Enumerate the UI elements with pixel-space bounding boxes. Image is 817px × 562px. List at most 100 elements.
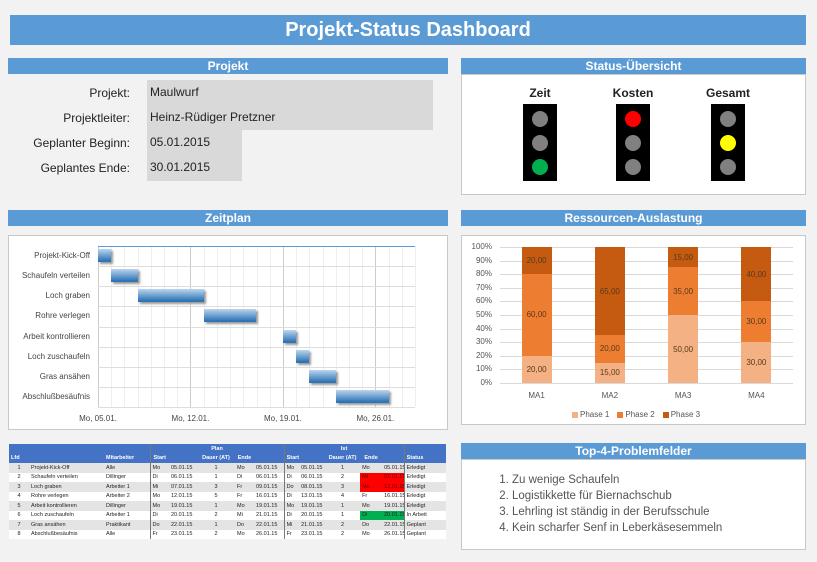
table-row: 5 Arbeit kontrollieren Dillinger Mo 19.01.15… <box>9 501 447 511</box>
table-cell: Di <box>360 510 383 520</box>
y-tick-label: 20% <box>475 350 492 360</box>
traffic-light-gesamt <box>711 104 745 181</box>
probleme-panel <box>461 459 806 550</box>
table-cell: 1 <box>214 474 218 481</box>
y-tick-label: 10% <box>475 364 492 374</box>
problem-item: Logistikkette für Biernachschub <box>512 488 722 504</box>
table-cell: Do <box>149 520 169 530</box>
y-tick-label: 100% <box>471 242 492 251</box>
red-lamp-icon <box>625 111 641 127</box>
table-cell: Mo <box>237 502 245 509</box>
table-cell: Erledigt <box>403 501 447 511</box>
table-cell: 05.01.15 <box>256 464 278 471</box>
table-cell: Do <box>283 482 300 492</box>
table-cell: Fr <box>283 529 300 539</box>
problem-item: Zu wenige Schaufeln <box>512 472 722 488</box>
data-label: 50,00 <box>673 344 694 354</box>
ressourcen-header: Ressourcen-Auslastung <box>461 210 806 226</box>
table-cell: 1 <box>214 521 218 528</box>
legend-label: Phase 2 <box>625 410 655 419</box>
table-cell: 12.01.15 <box>382 482 405 492</box>
task-label: Gras ansähen <box>39 371 90 381</box>
column-header <box>29 453 104 463</box>
table-cell: 07.01.15 <box>171 483 193 490</box>
x-tick-label: MA2 <box>601 391 619 400</box>
zeit-label: Zeit <box>529 86 551 100</box>
data-label: 20,00 <box>526 256 547 266</box>
bar-segment: 20,00 <box>521 247 552 275</box>
zeitplan-header: Zeitplan <box>8 210 448 226</box>
table-cell: Arbeiter 1 <box>106 483 130 490</box>
table-cell: 19.01.15 <box>171 502 193 509</box>
plan-group: Plan <box>149 444 285 454</box>
table-cell: Fr <box>237 493 243 500</box>
table-cell: 06.01.15 <box>301 474 323 481</box>
task-label: Schaufeln verteilen <box>21 271 90 281</box>
column-header: Start <box>149 453 169 463</box>
table-cell: 20.01.15 <box>301 512 323 519</box>
gridline <box>500 274 793 276</box>
y-tick-label: 70% <box>475 282 492 292</box>
table-cell: Arbeiter 2 <box>106 493 130 500</box>
table-cell: Do <box>237 521 245 528</box>
table-cell: 2 <box>214 512 218 519</box>
beginn-value: 05.01.2015 <box>147 130 242 155</box>
table-cell: Mo <box>149 501 169 511</box>
legend-swatch <box>617 411 624 418</box>
table-cell: 19.01.15 <box>301 502 323 509</box>
task-label: Arbeit kontrollieren <box>23 331 90 341</box>
table-cell: 2 <box>214 531 218 538</box>
table-cell: Mi <box>237 512 243 519</box>
ist-group: Ist <box>283 444 405 454</box>
gridline <box>500 355 793 357</box>
x-tick-label: Mo, 26.01. <box>356 414 395 423</box>
table-cell: 5 <box>214 493 218 500</box>
table-cell: Di <box>237 474 243 481</box>
legend-item: Phase 1 <box>572 410 609 419</box>
table-row: 8 Abschlußbesäufnis Alle Fr 23.01.15 2 Mo 26.01… <box>9 529 447 539</box>
gridline-h <box>98 326 415 328</box>
yellow-lamp-icon <box>720 135 736 151</box>
bar-segment: 20,00 <box>594 335 625 363</box>
task-bar <box>98 249 112 262</box>
table-cell: Arbeit kontrollieren <box>31 502 77 509</box>
column-header <box>169 453 197 463</box>
table-cell: Geplant <box>403 520 447 530</box>
table-cell: Rohre verlegen <box>31 493 69 500</box>
y-tick-label: 50% <box>475 310 492 319</box>
column-header: Dauer (AT) <box>197 453 235 463</box>
gridline <box>500 383 793 384</box>
table-cell: 22.01.15 <box>171 521 193 528</box>
table-cell: Praktikant <box>106 521 131 528</box>
kosten-label: Kosten <box>612 86 654 100</box>
table-cell: 3 <box>341 483 345 490</box>
y-tick-label: 90% <box>475 255 492 265</box>
column-header: Start <box>283 453 300 463</box>
green-lamp-icon <box>720 159 736 175</box>
problem-item: Lehrling ist ständig in der Berufsschule <box>512 504 722 520</box>
task-label: Abschlußbesäufnis <box>22 391 90 401</box>
data-label: 65,00 <box>599 286 620 296</box>
table-cell: 08.01.15 <box>301 483 323 490</box>
table-cell: 3 <box>17 483 21 490</box>
table-cell: Mo <box>149 463 169 473</box>
problem-item: Kein scharfer Senf in Leberkäsesemmeln <box>512 520 722 536</box>
table-cell: 1 <box>214 464 218 471</box>
table-cell: 19.01.15 <box>384 502 405 509</box>
table-cell: 23.01.15 <box>301 531 323 538</box>
table-cell: Mi <box>360 472 383 482</box>
table-cell: Dillinger <box>106 502 126 509</box>
table-cell: 13.01.15 <box>301 493 323 500</box>
y-tick-label: 60% <box>475 296 492 306</box>
table-cell: Mo <box>362 502 370 509</box>
table-cell: 21.01.15 <box>256 512 278 519</box>
table-cell: In Arbeit <box>403 510 447 520</box>
gridline <box>500 247 793 248</box>
table-cell: Fr <box>149 529 169 539</box>
table-cell: Projekt-Kick-Off <box>31 464 70 471</box>
table-cell: Di <box>149 472 169 482</box>
gridline-h <box>98 366 415 368</box>
y-tick-label: 80% <box>475 269 492 279</box>
table-cell: Mi <box>149 482 169 492</box>
data-label: 35,00 <box>673 286 694 296</box>
